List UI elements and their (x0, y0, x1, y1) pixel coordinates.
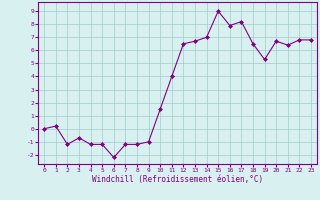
X-axis label: Windchill (Refroidissement éolien,°C): Windchill (Refroidissement éolien,°C) (92, 175, 263, 184)
